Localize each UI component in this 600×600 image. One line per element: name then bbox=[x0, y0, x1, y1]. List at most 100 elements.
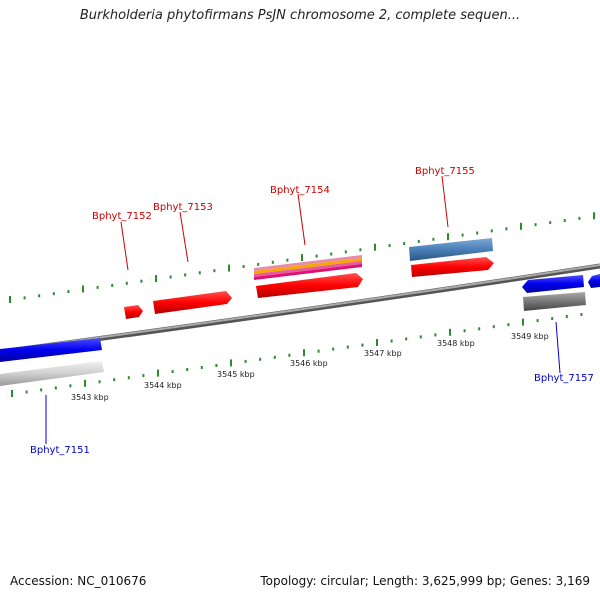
gene-bphyt-7157-feature[interactable] bbox=[522, 274, 600, 311]
gene-bphyt-7152-feature[interactable] bbox=[124, 305, 143, 319]
outer-track-tick bbox=[359, 248, 362, 252]
outer-track-tick bbox=[140, 279, 143, 283]
inner-track-tick bbox=[40, 388, 43, 392]
outer-track-tick bbox=[549, 221, 552, 225]
inner-track-tick bbox=[565, 315, 568, 318]
inner-track-tick bbox=[259, 357, 262, 361]
gene-bphyt-7151-feature[interactable] bbox=[0, 338, 104, 386]
inner-track-tick bbox=[113, 378, 116, 382]
kbp-label-3546: 3546 kbp bbox=[290, 359, 328, 368]
outer-track-tick bbox=[476, 231, 479, 235]
gene-bphyt-7155-feature[interactable] bbox=[409, 238, 494, 277]
gene-leader-lines bbox=[45, 175, 561, 444]
inner-track-tick bbox=[522, 318, 524, 326]
gene-bphyt-7154-feature[interactable] bbox=[254, 255, 363, 298]
outer-track-tick bbox=[461, 233, 464, 237]
outer-track-tick bbox=[23, 296, 26, 300]
inner-track-tick bbox=[303, 349, 305, 357]
outer-track-tick bbox=[315, 254, 318, 258]
outer-track-tick bbox=[286, 258, 289, 262]
outer-track-tick bbox=[301, 254, 303, 262]
outer-track-tick bbox=[169, 275, 172, 279]
inner-track-tick bbox=[492, 325, 495, 329]
inner-track-tick bbox=[84, 379, 86, 387]
kbp-label-3547: 3547 kbp bbox=[364, 349, 402, 358]
inner-track-tick bbox=[551, 317, 554, 321]
outer-track-tick bbox=[563, 219, 566, 222]
outer-track-tick bbox=[9, 296, 11, 303]
outer-track-tick bbox=[374, 243, 376, 251]
inner-track-tick bbox=[25, 390, 28, 394]
outer-track-tick bbox=[198, 271, 201, 275]
outer-track-tick bbox=[82, 285, 84, 293]
inner-track-tick bbox=[419, 335, 422, 339]
inner-track-tick bbox=[186, 368, 189, 371]
gene-label-bphyt-7155[interactable]: Bphyt_7155 bbox=[415, 166, 475, 177]
outer-track-tick bbox=[52, 292, 55, 296]
outer-track-tick bbox=[184, 273, 187, 277]
outer-track-tick bbox=[520, 222, 522, 230]
inner-track-tick bbox=[463, 329, 466, 333]
gene-label-bphyt-7151[interactable]: Bphyt_7151 bbox=[30, 445, 90, 456]
gene-label-bphyt-7157[interactable]: Bphyt_7157 bbox=[534, 373, 594, 384]
inner-track-tick bbox=[288, 353, 291, 357]
gene-label-bphyt-7153[interactable]: Bphyt_7153 bbox=[153, 202, 213, 213]
inner-track-tick bbox=[507, 323, 510, 327]
inner-track-tick bbox=[54, 386, 57, 390]
outer-track-tick bbox=[330, 252, 333, 256]
inner-track-tick bbox=[273, 355, 276, 359]
inner-track-tick bbox=[200, 366, 203, 369]
inner-track-tick bbox=[142, 374, 145, 378]
outer-track-tick bbox=[125, 281, 128, 285]
outer-dotted-track bbox=[9, 212, 595, 303]
chromosome-backbone-highlight bbox=[0, 264, 600, 352]
kbp-label-3549: 3549 kbp bbox=[511, 332, 549, 341]
outer-track-tick bbox=[578, 216, 581, 220]
outer-track-tick bbox=[417, 239, 420, 243]
outer-track-tick bbox=[213, 269, 216, 273]
outer-track-tick bbox=[228, 264, 230, 272]
outer-track-tick bbox=[96, 285, 99, 289]
gene-bphyt-7153-feature[interactable] bbox=[153, 291, 232, 314]
outer-track-tick bbox=[155, 275, 157, 283]
inner-track-tick bbox=[580, 313, 583, 316]
inner-track-tick bbox=[244, 359, 247, 363]
gene-label-bphyt-7154[interactable]: Bphyt_7154 bbox=[270, 185, 330, 196]
inner-track-tick bbox=[127, 376, 130, 380]
outer-track-tick bbox=[67, 290, 70, 294]
outer-track-tick bbox=[490, 229, 493, 233]
kbp-label-3545: 3545 kbp bbox=[217, 370, 255, 379]
inner-track-tick bbox=[332, 347, 335, 351]
inner-track-tick bbox=[390, 339, 393, 343]
outer-track-tick bbox=[242, 265, 245, 268]
inner-track-tick bbox=[478, 327, 481, 331]
inner-track-tick bbox=[536, 319, 539, 323]
inner-track-tick bbox=[346, 345, 349, 349]
outer-track-tick bbox=[593, 212, 595, 220]
outer-track-tick bbox=[271, 260, 274, 264]
inner-track-tick bbox=[171, 370, 174, 374]
outer-track-tick bbox=[388, 244, 391, 248]
topology-summary-text: Topology: circular; Length: 3,625,999 bp… bbox=[260, 574, 590, 588]
accession-text: Accession: NC_010676 bbox=[10, 574, 147, 588]
gene-label-bphyt-7152[interactable]: Bphyt_7152 bbox=[92, 211, 152, 222]
outer-track-tick bbox=[432, 237, 435, 241]
outer-track-tick bbox=[38, 294, 41, 298]
outer-track-tick bbox=[403, 242, 406, 245]
inner-track-tick bbox=[434, 333, 437, 337]
inner-track-tick bbox=[98, 380, 101, 384]
outer-track-tick bbox=[344, 250, 347, 254]
kbp-label-3548: 3548 kbp bbox=[437, 339, 475, 348]
inner-dotted-track bbox=[11, 313, 583, 397]
inner-track-tick bbox=[405, 337, 408, 341]
inner-track-tick bbox=[215, 364, 218, 367]
inner-track-tick bbox=[69, 384, 72, 388]
kbp-label-3544: 3544 kbp bbox=[144, 381, 182, 390]
inner-track-tick bbox=[230, 359, 232, 367]
outer-track-tick bbox=[257, 262, 260, 266]
inner-track-tick bbox=[11, 390, 13, 397]
inner-track-tick bbox=[376, 339, 378, 346]
inner-track-tick bbox=[317, 349, 320, 353]
